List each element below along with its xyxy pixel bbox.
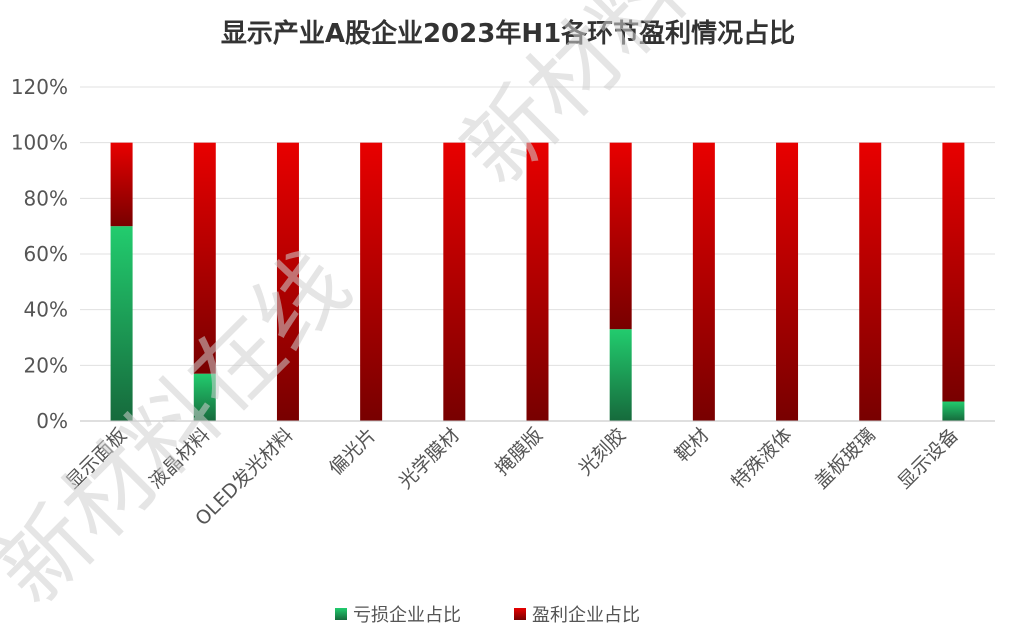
bar-loss — [110, 226, 133, 421]
bar-profit — [859, 142, 882, 421]
legend: 亏损企业占比 盈利企业占比 — [335, 605, 640, 626]
y-axis: 0% 20% 40% 60% 80% 100% 120% — [11, 75, 68, 433]
x-tick-label: 盖板玻璃 — [810, 424, 879, 493]
x-tick-label: 掩膜版 — [491, 424, 547, 480]
x-tick-label: 偏光片 — [325, 424, 381, 480]
y-tick-label: 40% — [24, 298, 68, 322]
legend-label: 亏损企业占比 — [353, 605, 461, 626]
x-tick-label: 显示设备 — [894, 424, 963, 493]
bar-profit — [609, 142, 632, 330]
bar-loss — [609, 329, 632, 421]
y-tick-label: 0% — [36, 409, 68, 433]
bar-profit — [942, 142, 965, 402]
legend-label: 盈利企业占比 — [532, 605, 640, 626]
y-tick-label: 80% — [24, 186, 68, 210]
y-tick-label: 100% — [11, 131, 68, 155]
chart-title: 显示产业A股企业2023年H1各环节盈利情况占比 — [221, 18, 795, 49]
bar-profit — [526, 142, 549, 421]
x-tick-label: 靶材 — [671, 424, 713, 466]
bar-loss — [193, 373, 216, 421]
bar-profit — [776, 142, 799, 421]
bar-profit — [193, 142, 216, 374]
y-tick-label: 20% — [24, 353, 68, 377]
y-tick-label: 120% — [11, 75, 68, 99]
bar-profit — [443, 142, 466, 421]
x-tick-label: 光刻胶 — [574, 424, 630, 480]
bar-profit — [276, 142, 299, 421]
legend-swatch — [335, 608, 347, 620]
bar-profit — [360, 142, 383, 421]
x-tick-label: 特殊液体 — [727, 424, 796, 493]
bar-profit — [110, 142, 133, 227]
bar-profit — [692, 142, 715, 421]
legend-swatch — [514, 608, 526, 620]
bars — [110, 142, 965, 421]
bar-loss — [942, 401, 965, 421]
y-tick-label: 60% — [24, 242, 68, 266]
x-tick-label: 光学膜材 — [395, 424, 464, 493]
